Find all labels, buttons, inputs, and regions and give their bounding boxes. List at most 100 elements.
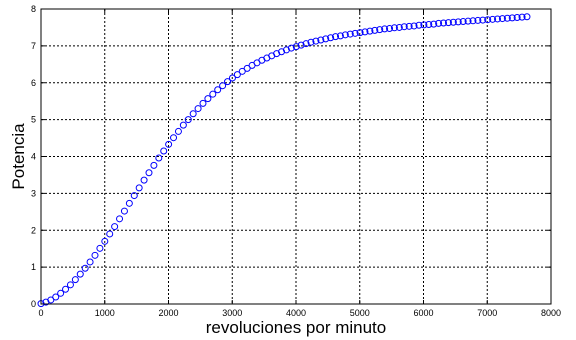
data-point xyxy=(312,37,320,45)
data-point xyxy=(150,161,158,169)
data-point xyxy=(96,244,104,252)
data-point xyxy=(62,285,70,293)
data-point xyxy=(444,19,452,27)
data-point xyxy=(155,154,163,162)
data-point xyxy=(214,86,222,94)
data-point xyxy=(390,24,398,32)
data-point xyxy=(243,64,251,72)
axis-ticks: 0 1000 2000 3000 4000 5000 6000 7000 8000 0 1 2 3 4 5 6… xyxy=(31,4,561,318)
data-point xyxy=(346,30,354,38)
data-point xyxy=(518,13,526,21)
data-point xyxy=(327,34,335,42)
y-tick-label: 1 xyxy=(31,262,36,272)
data-point xyxy=(66,281,74,289)
data-point xyxy=(71,276,79,284)
y-tick-label: 6 xyxy=(31,78,36,88)
data-point xyxy=(111,223,119,231)
data-point xyxy=(523,13,531,21)
data-point xyxy=(484,16,492,24)
data-point xyxy=(160,147,168,155)
data-point xyxy=(179,121,187,129)
data-point xyxy=(116,215,124,223)
data-point xyxy=(57,289,65,297)
data-points xyxy=(37,13,531,308)
data-point xyxy=(341,31,349,39)
x-axis-label: revoluciones por minuto xyxy=(206,318,386,337)
data-point xyxy=(425,20,433,28)
data-point xyxy=(189,110,197,118)
x-tick-label: 3000 xyxy=(222,308,242,318)
data-point xyxy=(356,29,364,37)
data-point xyxy=(489,15,497,23)
data-point xyxy=(120,207,128,215)
data-point xyxy=(81,264,89,272)
data-point xyxy=(238,67,246,75)
data-point xyxy=(165,140,173,148)
data-point xyxy=(145,169,153,177)
x-tick-label: 4000 xyxy=(286,308,306,318)
data-point xyxy=(371,26,379,34)
data-point xyxy=(332,33,340,41)
data-point xyxy=(386,25,394,33)
data-point xyxy=(307,38,315,46)
data-point xyxy=(405,22,413,30)
data-point xyxy=(322,35,330,43)
y-tick-label: 4 xyxy=(31,152,36,162)
y-tick-label: 0 xyxy=(31,299,36,309)
data-point xyxy=(430,20,438,28)
data-point xyxy=(459,18,467,26)
data-point xyxy=(494,15,502,23)
data-point xyxy=(101,237,109,245)
y-tick-label: 5 xyxy=(31,115,36,125)
data-point xyxy=(454,18,462,26)
data-point xyxy=(410,22,418,30)
data-point xyxy=(302,40,310,48)
data-point xyxy=(52,293,60,301)
data-point xyxy=(47,296,55,304)
y-tick-label: 2 xyxy=(31,225,36,235)
data-point xyxy=(170,134,178,142)
x-tick-label: 1000 xyxy=(95,308,115,318)
x-tick-label: 8000 xyxy=(541,308,561,318)
data-point xyxy=(76,270,84,278)
x-tick-label: 0 xyxy=(38,308,43,318)
data-point xyxy=(415,21,423,29)
data-point xyxy=(336,32,344,40)
data-point xyxy=(209,90,217,98)
data-point xyxy=(204,95,212,103)
data-point xyxy=(317,36,325,44)
y-axis-label: Potencia xyxy=(9,123,28,190)
data-point xyxy=(86,258,94,266)
data-point xyxy=(292,43,300,51)
data-point xyxy=(287,44,295,52)
data-point xyxy=(464,17,472,25)
x-tick-label: 7000 xyxy=(477,308,497,318)
data-point xyxy=(351,29,359,37)
y-tick-label: 7 xyxy=(31,41,36,51)
data-point xyxy=(140,176,148,184)
data-point xyxy=(479,16,487,24)
x-tick-label: 2000 xyxy=(158,308,178,318)
y-tick-label: 3 xyxy=(31,188,36,198)
data-point xyxy=(106,230,114,238)
data-point xyxy=(400,23,408,31)
data-point xyxy=(130,192,138,200)
data-point xyxy=(513,13,521,21)
data-point xyxy=(376,26,384,34)
data-point xyxy=(469,17,477,25)
x-tick-label: 6000 xyxy=(413,308,433,318)
data-point xyxy=(125,199,133,207)
data-point xyxy=(174,127,182,135)
data-point xyxy=(381,25,389,33)
data-point xyxy=(474,16,482,24)
x-tick-label: 5000 xyxy=(350,308,370,318)
data-point xyxy=(297,41,305,49)
data-point xyxy=(361,28,369,36)
data-point xyxy=(440,19,448,27)
data-point xyxy=(219,82,227,90)
data-point xyxy=(498,15,506,23)
data-point xyxy=(503,14,511,22)
data-point xyxy=(91,251,99,259)
data-point xyxy=(194,105,202,113)
